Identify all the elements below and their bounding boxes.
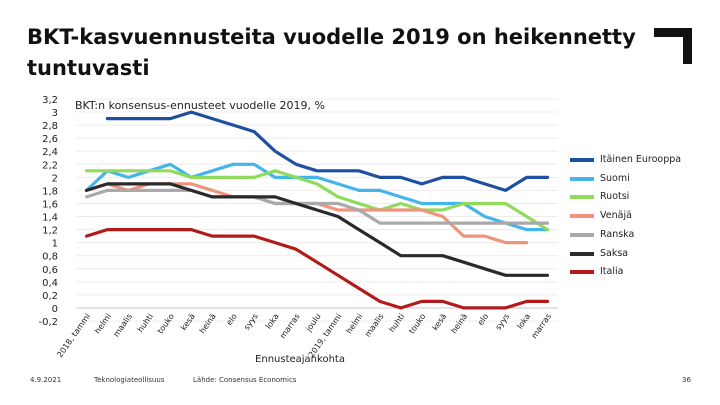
x-tick-label: kesä — [430, 312, 448, 332]
footer-organization: Teknologiateollisuus — [94, 376, 165, 384]
series-line-ranska — [84, 188, 550, 225]
x-tick-label: syys — [242, 312, 260, 332]
y-axis-tick-labels: 3,2 3 2,8 2,6 2,4 2,2 2 1,8 1,6 1,4 1,2 1 0,8 0,6 0,4 0… — [38, 95, 58, 328]
x-tick-label: heinä — [198, 312, 218, 335]
x-tick-label: marras — [530, 312, 554, 340]
slide-title: BKT-kasvuennusteita vuodelle 2019 on hei… — [27, 25, 636, 80]
chart-title: BKT:n konsensus-ennusteet vuodelle 2019,… — [75, 99, 325, 112]
footer-source: Lähde: Consensus Economics — [193, 376, 297, 384]
series-line-saksa — [84, 182, 550, 277]
x-tick-label: elo — [476, 312, 490, 327]
y-tick-label: 3,2 — [42, 95, 58, 106]
page-number: 36 — [682, 376, 691, 384]
x-tick-label: helmi — [93, 312, 113, 335]
legend-swatch — [570, 251, 594, 256]
x-tick-label: joulu — [304, 312, 323, 334]
x-tick-label: touko — [156, 312, 176, 336]
x-tick-label: maalis — [363, 312, 385, 339]
brand-logo — [654, 28, 692, 64]
x-tick-label: huhti — [387, 312, 406, 334]
x-tick-label: maalis — [112, 312, 134, 339]
y-tick-label: 0,2 — [42, 291, 58, 302]
legend-label: Venäjä — [600, 210, 632, 222]
legend-swatch — [570, 195, 594, 200]
x-tick-label: helmi — [344, 312, 364, 335]
x-tick-label: syys — [494, 312, 512, 332]
y-tick-label: 3 — [52, 108, 58, 119]
x-tick-label: marras — [278, 312, 302, 340]
legend-swatch — [570, 158, 594, 162]
y-tick-label: -0,2 — [38, 317, 58, 328]
x-tick-label: kesä — [179, 312, 197, 332]
x-axis-label: Ennusteajankohta — [255, 354, 345, 365]
legend-label: Ranska — [600, 228, 635, 240]
series-line-italia — [84, 228, 550, 310]
legend-label: Italia — [600, 266, 624, 278]
x-tick-label: heinä — [449, 312, 469, 335]
y-tick-label: 1,6 — [42, 199, 58, 210]
series-line-venäjä — [84, 182, 529, 245]
series-line-ruotsi — [84, 169, 550, 232]
series-line-suomi — [84, 162, 550, 232]
x-tick-label: huhti — [136, 312, 155, 334]
series-line-itäinen-eurooppa — [105, 110, 550, 192]
y-tick-label: 1,2 — [42, 226, 58, 237]
legend-label: Ruotsi — [600, 191, 630, 203]
x-tick-label: elo — [225, 312, 239, 327]
x-tick-label: 2018, tammi — [55, 312, 92, 359]
y-tick-label: 2,8 — [42, 121, 58, 132]
legend-swatch — [570, 232, 594, 237]
x-tick-label: touko — [407, 312, 427, 336]
y-tick-label: 0,8 — [42, 252, 58, 263]
y-tick-label: 1,8 — [42, 186, 58, 197]
y-tick-label: 0 — [52, 304, 58, 315]
y-tick-label: 2,4 — [42, 147, 58, 158]
gridlines — [76, 98, 558, 322]
series-lines — [84, 110, 550, 310]
legend-label: Suomi — [600, 172, 630, 184]
y-tick-label: 2 — [52, 173, 58, 184]
y-tick-label: 2,6 — [42, 134, 58, 145]
y-tick-label: 1 — [52, 239, 58, 250]
y-tick-label: 0,6 — [42, 265, 58, 276]
legend-swatch — [570, 214, 594, 219]
legend-swatch — [570, 176, 594, 181]
legend-swatch — [570, 270, 594, 275]
y-tick-label: 0,4 — [42, 278, 58, 289]
y-tick-label: 2,2 — [42, 160, 58, 171]
legend-label: Saksa — [600, 247, 629, 259]
legend-label: Itäinen Eurooppa — [600, 154, 682, 165]
footer-date: 4.9.2021 — [30, 376, 62, 384]
y-tick-label: 1,4 — [42, 213, 58, 224]
